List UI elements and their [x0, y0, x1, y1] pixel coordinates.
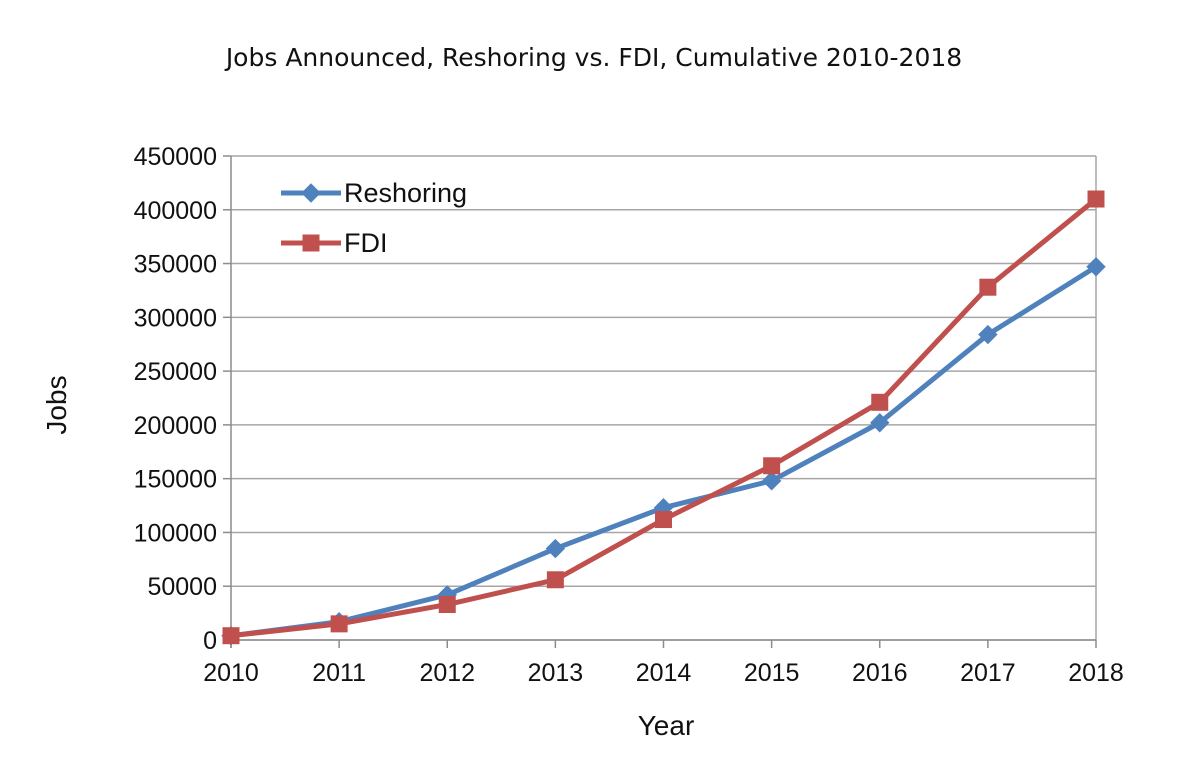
x-tick-label: 2012 — [419, 659, 475, 687]
legend-item-fdi: FDI — [281, 228, 388, 258]
x-tick-label: 2010 — [203, 659, 259, 687]
series-line-reshoring — [230, 264, 1098, 639]
x-tick-label: 2015 — [744, 659, 800, 687]
y-tick-label: 50000 — [147, 573, 217, 601]
data-point-fdi — [438, 596, 456, 614]
legend-label-reshoring: Reshoring — [344, 178, 467, 208]
data-point-fdi — [979, 278, 997, 296]
y-tick-label: 100000 — [134, 519, 217, 547]
x-axis-label: Year — [638, 710, 695, 741]
legend: Reshoring FDI — [281, 178, 467, 258]
data-point-fdi — [330, 615, 348, 633]
x-tick-label: 2011 — [312, 659, 366, 687]
y-tick-label: 0 — [203, 627, 217, 655]
data-point-fdi — [871, 393, 889, 411]
y-tick-labels: 0 50000 100000 150000 200000 250000 300000 3500… — [134, 143, 217, 655]
y-tick-label: 450000 — [134, 143, 217, 171]
data-point-reshoring — [978, 324, 998, 345]
legend-item-reshoring: Reshoring — [281, 178, 467, 208]
series-group — [221, 190, 1106, 646]
data-point-reshoring — [761, 471, 782, 491]
series-line-fdi — [230, 197, 1098, 639]
x-tick-label: 2016 — [852, 659, 908, 687]
x-tick-label: 2018 — [1068, 659, 1124, 687]
y-tick-label: 250000 — [134, 358, 217, 386]
legend-marker-reshoring — [301, 183, 321, 203]
legend-label-fdi: FDI — [344, 228, 388, 258]
data-point-fdi — [222, 627, 240, 645]
y-tick-label: 350000 — [134, 251, 217, 279]
y-tick-label: 400000 — [134, 197, 217, 225]
data-point-reshoring — [1086, 257, 1106, 277]
x-tick-label: 2013 — [528, 659, 584, 687]
data-point-reshoring — [870, 413, 890, 433]
series-fdi — [222, 190, 1105, 645]
grid-lines — [231, 155, 1097, 641]
data-point-fdi — [763, 457, 781, 475]
y-tick-label: 300000 — [134, 304, 217, 332]
y-axis-label: Jobs — [41, 375, 72, 434]
legend-marker-fdi — [302, 234, 320, 252]
y-tick-label: 150000 — [134, 466, 217, 494]
y-tick-label: 200000 — [134, 412, 217, 440]
data-point-fdi — [655, 511, 672, 529]
data-point-fdi — [1087, 190, 1105, 208]
x-tick-label: 2014 — [636, 659, 692, 687]
data-point-reshoring — [545, 538, 566, 559]
x-tick-labels: 2010 2011 2012 2013 2014 2015 2016 2017 2018 — [203, 659, 1124, 687]
chart-title: Jobs Announced, Reshoring vs. FDI, Cumul… — [224, 43, 962, 72]
data-point-fdi — [546, 571, 564, 589]
x-tick-label: 2017 — [960, 659, 1016, 687]
